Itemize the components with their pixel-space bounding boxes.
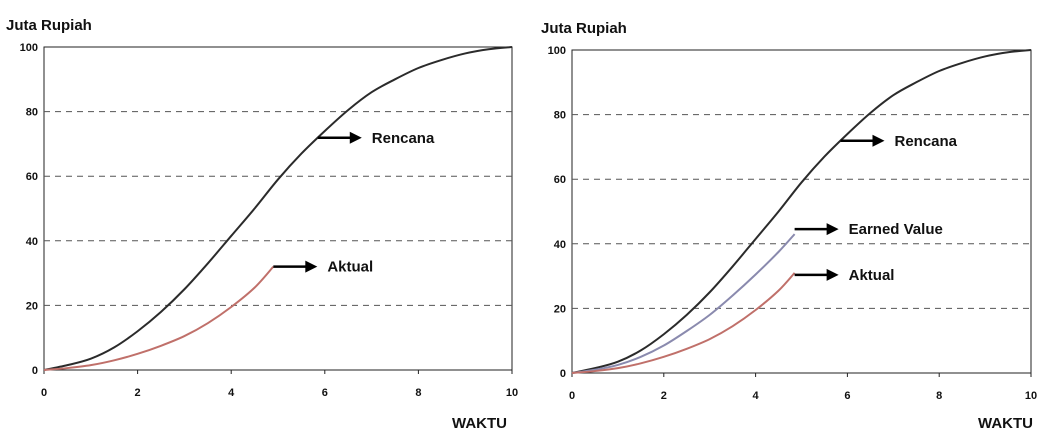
y-tick-label: 80 [26, 107, 38, 119]
y-tick-label: 100 [20, 42, 38, 54]
x-tick-label: 4 [753, 390, 760, 402]
plot-area [571, 49, 1032, 374]
y-axis-label: Juta Rupiah [6, 17, 92, 34]
y-tick-label: 0 [560, 368, 566, 380]
series-line-earned-value [571, 233, 796, 374]
y-tick-label: 40 [554, 239, 566, 251]
x-tick-label: 6 [844, 390, 850, 402]
y-tick-label: 80 [554, 110, 566, 122]
x-tick-label: 2 [661, 390, 667, 402]
annotation-arrowhead-rencana [872, 134, 885, 147]
series-line-aktual [571, 272, 796, 374]
y-axis-label: Juta Rupiah [541, 20, 627, 37]
x-tick-label: 0 [41, 387, 47, 399]
y-tick-label: 60 [554, 174, 566, 186]
annotation-arrowhead-rencana [349, 131, 362, 144]
x-tick-label: 10 [506, 387, 518, 399]
series-line-aktual [43, 265, 275, 371]
annotation-arrowhead-earned-value [826, 223, 839, 236]
annotation-label-earned-value: Earned Value [849, 221, 943, 238]
annotation-label-aktual: Aktual [849, 267, 895, 284]
annotation-arrowhead-aktual [305, 260, 318, 273]
y-tick-label: 100 [548, 45, 566, 57]
annotation-arrowhead-aktual [826, 268, 839, 281]
chart-right-panel: Juta Rupiah 0 20 40 60 80 100 0 2 4 6 8 10 WAKTU Renca… [541, 20, 1037, 432]
y-tick-label: 20 [554, 303, 566, 315]
annotation-label-rencana: Rencana [895, 133, 958, 150]
x-tick-label: 8 [936, 390, 942, 402]
y-tick-label: 60 [26, 171, 38, 183]
annotation-label-aktual: Aktual [327, 259, 373, 276]
x-tick-label: 0 [569, 390, 575, 402]
y-tick-label: 40 [26, 236, 38, 248]
y-tick-label: 0 [32, 365, 38, 377]
series-line-rencana [571, 49, 1032, 374]
annotation-label-rencana: Rencana [372, 130, 435, 147]
x-axis-label: WAKTU [978, 415, 1033, 432]
x-axis-label: WAKTU [452, 415, 507, 432]
x-tick-label: 2 [135, 387, 141, 399]
series-line-rencana [43, 46, 513, 371]
x-tick-label: 6 [322, 387, 328, 399]
x-tick-label: 8 [415, 387, 421, 399]
chart-left-panel: Juta Rupiah 0 20 40 60 80 100 0 2 4 6 8 10 WAKTU Renca… [6, 17, 518, 432]
y-tick-label: 20 [26, 300, 38, 312]
x-tick-label: 10 [1025, 390, 1037, 402]
plot-area [43, 46, 513, 371]
x-tick-label: 4 [228, 387, 235, 399]
